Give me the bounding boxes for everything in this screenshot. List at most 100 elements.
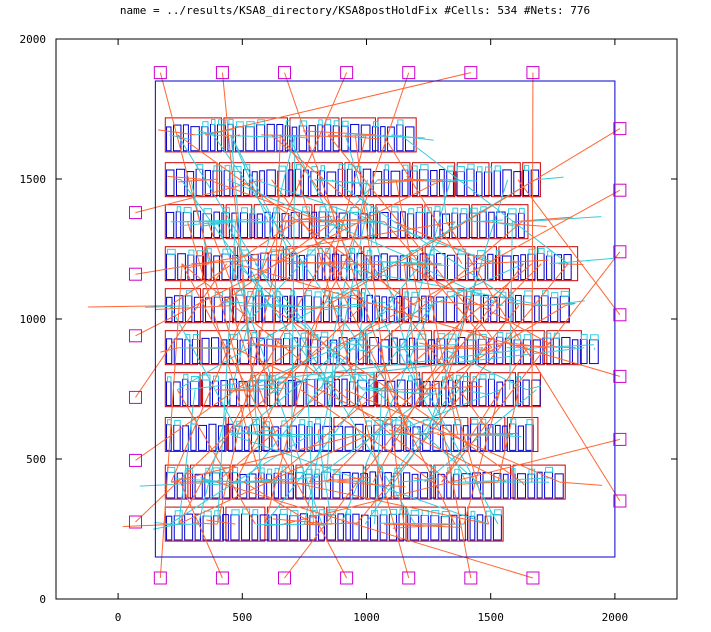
cell-pin-cap (395, 419, 405, 426)
net-line (276, 215, 333, 223)
cell (213, 255, 220, 281)
cell-pin-cap (523, 164, 530, 171)
cell (274, 338, 282, 365)
cell (294, 168, 302, 197)
cell-pin-cap (542, 290, 549, 297)
net-line (321, 305, 363, 311)
cell (190, 423, 197, 451)
io-net-line (441, 251, 621, 483)
cell (184, 339, 191, 365)
cell (482, 294, 489, 323)
net-line (441, 342, 505, 349)
cell (404, 126, 415, 152)
net-line (419, 342, 442, 349)
cell (289, 425, 297, 451)
tick-layer: 0 500 1000 1500 2000 0 500 1000 1500 2000 (20, 33, 677, 624)
net-line (188, 263, 210, 268)
cell (250, 253, 259, 281)
io-pin (613, 308, 627, 322)
net-line (377, 179, 457, 183)
net-line (230, 134, 296, 264)
y-tick-label: 500 (26, 453, 46, 466)
cell-pin-cap (306, 468, 313, 475)
net-line (314, 179, 372, 185)
cell-pin-cap (580, 333, 588, 340)
cell (259, 514, 270, 541)
cell (488, 211, 495, 239)
cell (240, 212, 249, 239)
net-line (372, 305, 470, 483)
cell (493, 472, 502, 499)
cell-pin-cap (347, 163, 353, 170)
net-line (364, 389, 459, 525)
cell (338, 212, 348, 239)
net-line (299, 218, 385, 223)
net-line (304, 523, 325, 526)
net-line (224, 179, 379, 349)
net-line (462, 347, 503, 353)
cell (239, 473, 248, 499)
cell-pin-cap (328, 206, 338, 213)
cell (522, 169, 530, 197)
cell-pin-cap (190, 375, 200, 382)
cell (299, 513, 308, 541)
net-line (424, 179, 435, 183)
cell-pin-cap (300, 332, 309, 339)
net-line (169, 434, 311, 525)
net-line (442, 179, 478, 182)
net-line (426, 305, 566, 391)
cell-pin-cap (410, 165, 418, 172)
cell-pin-cap (427, 207, 433, 214)
cell-pin-cap (275, 291, 281, 298)
net-line (291, 481, 489, 525)
cell (534, 295, 540, 323)
cell (446, 472, 452, 499)
net-line (264, 134, 367, 525)
cell (389, 255, 399, 281)
cell-pin-cap (232, 166, 242, 173)
net-line (340, 305, 433, 525)
cell (298, 254, 305, 281)
io-pin (613, 432, 627, 446)
cell (550, 297, 559, 323)
net-line (254, 263, 364, 391)
cell (536, 471, 543, 499)
io-net-line (135, 221, 456, 275)
io-net-line (517, 179, 621, 316)
cell-pin-cap (213, 165, 223, 172)
cell (166, 253, 176, 281)
cell-pin-cap (315, 418, 321, 425)
io-pin (215, 66, 229, 80)
cell-pin-cap (174, 510, 183, 517)
y-tick-label: 0 (39, 593, 46, 606)
cell-pin-cap (196, 250, 205, 257)
cell (421, 295, 427, 323)
cell-pin-cap (203, 510, 212, 517)
cell (369, 515, 379, 541)
cell-pin-cap (203, 208, 212, 215)
io-pin (613, 122, 627, 136)
net-line (450, 389, 490, 525)
cell-pin-cap (456, 166, 465, 173)
cell-pin-cap (551, 292, 559, 299)
cell (259, 170, 265, 197)
net-line (88, 305, 170, 308)
net-line (264, 305, 433, 525)
cell (439, 169, 445, 197)
net-line (356, 263, 569, 525)
net-line (157, 129, 196, 136)
net-line (403, 347, 499, 525)
cell-pin-cap (511, 468, 516, 475)
cell (287, 473, 294, 499)
cell-pin-cap (320, 331, 329, 338)
net-line (200, 221, 236, 227)
cell (222, 514, 229, 541)
net-line (458, 389, 488, 395)
io-pin (153, 571, 167, 585)
cell-pin-cap (519, 207, 525, 214)
cell (204, 169, 211, 197)
cell (517, 473, 526, 499)
net-line (269, 263, 533, 483)
cell (527, 473, 536, 499)
cell-pin-cap (317, 374, 326, 381)
